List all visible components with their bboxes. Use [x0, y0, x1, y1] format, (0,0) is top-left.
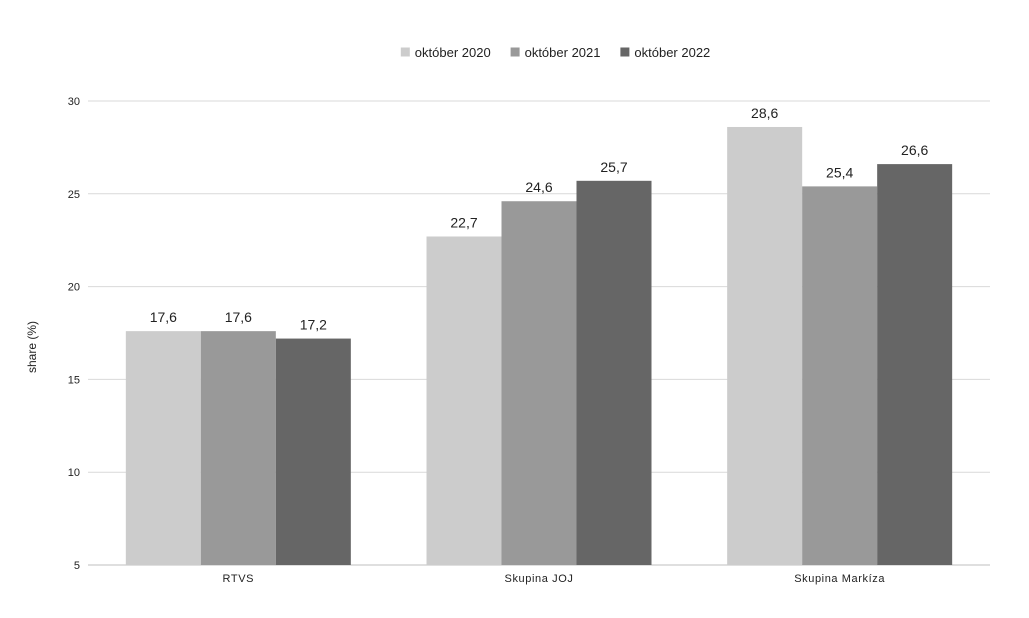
legend-item: október 2021	[510, 45, 601, 60]
axes: 5 10 15 20 25 30 RTVS Skupina JOJ Skupina Markíz…	[68, 96, 885, 585]
legend-item: október 2022	[620, 45, 710, 60]
legend-swatch	[510, 47, 520, 57]
data-label: 26,6	[901, 142, 928, 158]
data-label: 24,6	[525, 179, 552, 195]
legend-label: október 2022	[634, 45, 710, 60]
bar	[200, 331, 276, 565]
data-label: 17,2	[300, 317, 327, 333]
legend: október 2020 október 2021 október 2022	[400, 45, 710, 60]
legend-label: október 2021	[525, 45, 601, 60]
data-label: 17,6	[225, 309, 252, 325]
data-labels: 17,6 17,6 17,2 22,7 24,6 25,7 28,6 25,4 26,6	[150, 105, 929, 333]
legend-label: október 2020	[415, 45, 491, 60]
bar	[275, 338, 351, 565]
x-category-label: Skupina Markíza	[794, 573, 885, 585]
bar	[727, 126, 803, 565]
x-category-label: Skupina JOJ	[505, 573, 574, 585]
data-label: 17,6	[150, 309, 177, 325]
y-tick-label: 5	[74, 560, 80, 572]
legend-item: október 2020	[400, 45, 491, 60]
bar	[501, 201, 577, 565]
bars	[125, 126, 953, 566]
y-tick-label: 25	[68, 189, 80, 201]
bar	[125, 331, 201, 565]
x-category-label: RTVS	[223, 573, 255, 585]
y-tick-label: 10	[68, 467, 80, 479]
data-label: 22,7	[450, 214, 477, 230]
bar	[802, 186, 878, 565]
y-tick-label: 30	[68, 96, 80, 108]
data-label: 25,7	[600, 159, 627, 175]
bar	[576, 180, 652, 566]
y-axis-label: share (%)	[25, 321, 39, 373]
bar	[426, 236, 502, 565]
legend-swatch	[400, 47, 410, 57]
y-tick-label: 20	[68, 282, 80, 294]
bar	[877, 164, 953, 565]
y-tick-label: 15	[68, 374, 80, 386]
legend-swatch	[620, 47, 630, 57]
data-label: 25,4	[826, 164, 853, 180]
data-label: 28,6	[751, 105, 778, 121]
